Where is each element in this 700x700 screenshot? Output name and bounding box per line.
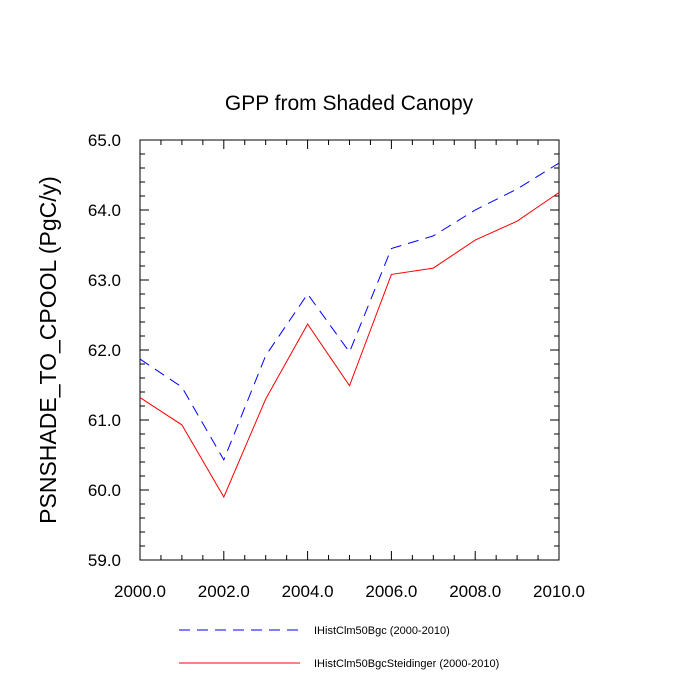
y-tick-label: 62.0	[88, 341, 121, 360]
legend-label-1: IHistClm50Bgc (2000-2010)	[314, 625, 450, 637]
x-tick-label: 2008.0	[449, 582, 501, 601]
x-tick-label: 2004.0	[282, 582, 334, 601]
y-tick-label: 63.0	[88, 271, 121, 290]
axis-ticks: 2000.0 2002.0 2004.0 2006.0 2008.0 2010.0 59.0…	[88, 131, 585, 601]
legend: IHistClm50Bgc (2000-2010) IHistClm50BgcSt…	[179, 625, 499, 670]
y-tick-label: 60.0	[88, 481, 121, 500]
y-tick-label: 64.0	[88, 201, 121, 220]
y-tick-label: 65.0	[88, 131, 121, 150]
y-axis-label: PSNSHADE_TO_CPOOL (PgC/y)	[35, 176, 61, 524]
x-tick-label: 2006.0	[365, 582, 417, 601]
y-tick-label: 59.0	[88, 551, 121, 570]
chart-title: GPP from Shaded Canopy	[225, 92, 474, 115]
x-tick-label: 2010.0	[533, 582, 585, 601]
series-line-2	[139, 192, 560, 499]
series-lines	[139, 162, 560, 499]
y-tick-label: 61.0	[88, 411, 121, 430]
x-tick-label: 2000.0	[114, 582, 166, 601]
series-line-1	[139, 162, 560, 462]
plot-area	[139, 139, 560, 561]
x-tick-label: 2002.0	[198, 582, 250, 601]
legend-label-2: IHistClm50BgcSteidinger (2000-2010)	[314, 658, 499, 670]
plot-border	[139, 139, 560, 561]
